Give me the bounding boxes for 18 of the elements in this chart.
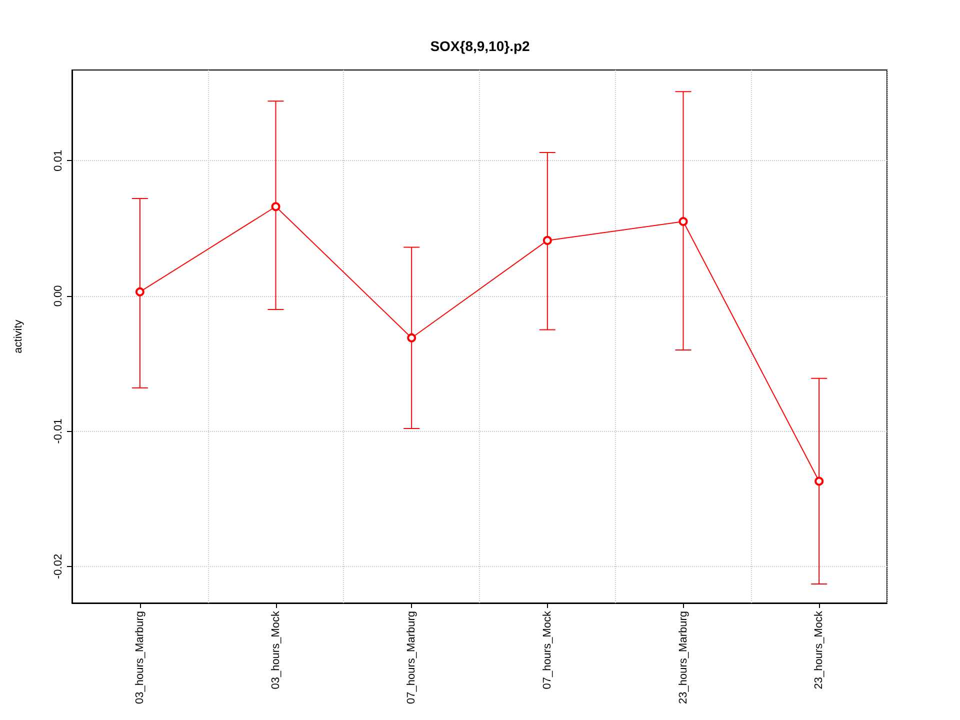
y-tick-label: 0.01	[52, 150, 64, 172]
x-tick-label: 03_hours_Marburg	[134, 611, 146, 704]
x-tick-label: 07_hours_Marburg	[406, 611, 418, 704]
point	[407, 333, 416, 342]
x-tick-label: 03_hours_Mock	[270, 610, 282, 690]
chart-title: SOX{8,9,10}.p2	[430, 38, 530, 54]
y-tick-label: -0.01	[52, 418, 64, 444]
point	[135, 287, 144, 296]
y-axis-title: activity	[12, 319, 24, 354]
x-tick-label: 23_hours_Mock	[813, 610, 826, 690]
point	[678, 217, 688, 226]
x-tick-label: 23_hours_Marburg	[677, 611, 690, 704]
y-tick-label: 0.00	[52, 285, 64, 307]
x-tick-label: 07_hours_Mock	[541, 610, 554, 690]
y-tick-label: -0.02	[52, 554, 64, 580]
point	[271, 202, 280, 212]
point	[814, 476, 824, 486]
point	[542, 236, 552, 245]
